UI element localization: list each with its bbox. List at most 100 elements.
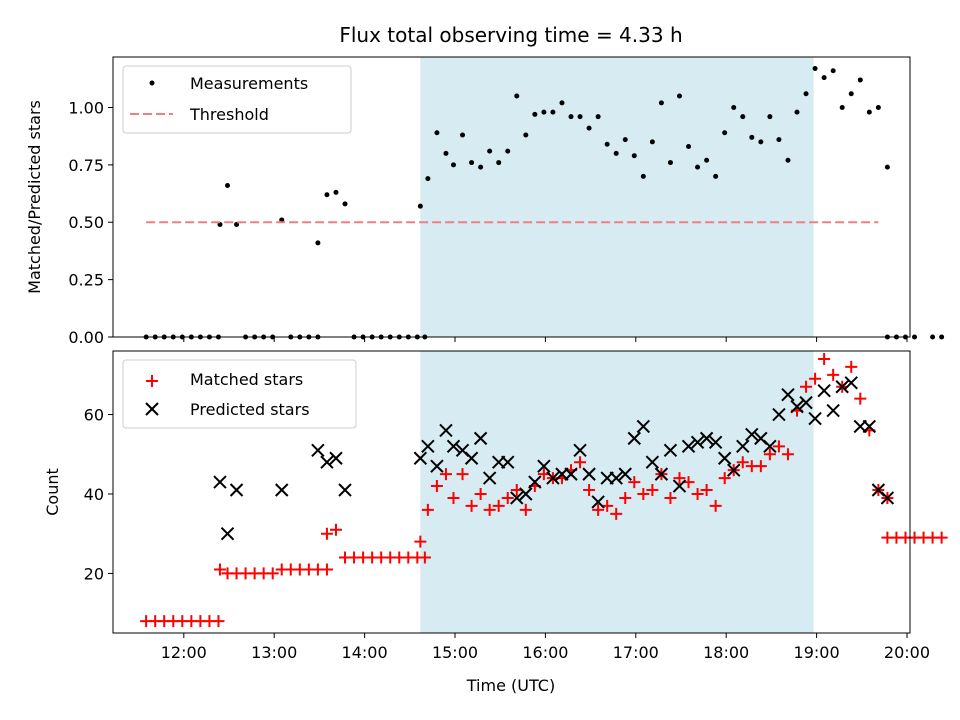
predicted-star-point [636,419,651,434]
measurement-point [649,139,655,145]
measurement-point [505,148,511,154]
predicted-star-point [275,483,289,497]
predicted-star-point [672,479,687,493]
predicted-star-point [699,431,714,446]
chart-title: Flux total observing time = 4.33 h [339,23,682,47]
measurement-point [460,132,466,138]
bottom-y-tick-label: 60 [84,406,104,425]
matched-star-point [800,380,813,393]
x-tick-label: 17:00 [613,643,659,662]
measurement-point [767,114,773,120]
matched-star-point [628,476,641,489]
measurement-point [279,217,285,223]
predicted-star-point [213,475,227,489]
legend-matched-marker [146,375,158,387]
bottom-y-axis-label: Count [43,468,62,516]
predicted-star-point [745,427,759,442]
predicted-star-point [501,455,515,469]
matched-star-point [610,507,623,520]
predicted-star-point [430,459,444,473]
matched-star-point [637,487,650,500]
predicted-star-point [609,471,623,485]
bottom-y-tick-label: 20 [84,564,104,583]
measurement-point [523,132,529,138]
predicted-star-point [835,380,849,394]
legend-measurements-label: Measurements [190,74,308,93]
predicted-star-point [482,471,497,485]
predicted-star-point [618,467,632,481]
predicted-star-point [844,376,858,390]
matched-star-point [583,484,596,497]
measurement-point [595,114,601,120]
measurement-point [434,130,440,136]
matched-star-point [519,503,532,516]
top-y-axis-label: Matched/Predicted stars [25,100,44,294]
measurement-point [622,137,628,143]
measurement-point [478,164,484,170]
top-y-ticks: 0.00 0.25 0.50 0.75 1.00 [68,98,113,347]
predicted-star-point [808,411,822,426]
bottom-y-ticks: 20 40 60 [84,406,113,583]
predicted-star-point [781,387,795,402]
measurement-point [695,164,701,170]
measurement-point [631,153,637,159]
matched-star-point [736,456,749,469]
matched-star-point [691,487,704,500]
matched-star-point [320,563,333,576]
x-tick-label: 19:00 [794,643,840,662]
predicted-star-point [862,419,877,434]
measurement-point [496,160,502,166]
measurement-point [839,104,845,110]
predicted-star-point [717,451,732,465]
x-tick-label: 18:00 [703,643,749,662]
x-tick-labels: 12:00 13:00 14:00 15:00 16:00 17:00 18:00 19:00… [161,643,930,662]
measurement-point [866,109,872,115]
top-y-tick-label: 0.25 [68,271,104,290]
predicted-star-point [473,431,488,446]
matched-star-point [772,440,785,453]
matched-star-point [700,484,713,497]
matched-star-point [439,468,452,481]
matched-star-point [781,448,794,461]
predicted-star-point [329,451,343,465]
measurement-point [333,189,339,195]
measurement-point [722,130,728,136]
matched-star-point [763,448,776,461]
bottom-series [140,352,948,628]
predicted-star-point [446,439,461,454]
legend-matched-label: Matched stars [190,370,303,389]
predicted-star-point [421,439,435,454]
matched-star-point [320,527,333,540]
predicted-star-point [528,475,542,489]
measurement-point [324,192,330,198]
x-tick-label: 15:00 [432,643,478,662]
measurement-point [686,144,692,150]
predicted-star-point [799,395,813,410]
measurement-point [559,100,565,106]
matched-star-point [854,392,867,405]
predicted-star-point [439,423,453,438]
legend-threshold-label: Threshold [189,105,269,124]
predicted-star-point [627,431,641,446]
predicted-star-point [736,439,750,454]
predicted-star-point [510,491,524,505]
measurement-point [912,334,918,340]
measurement-point [821,75,827,81]
matched-star-point [574,456,587,469]
measurement-point [884,164,890,170]
top-shaded-span [420,57,814,337]
measurement-point [604,141,610,147]
bottom-panel: 20 40 60 Count Matched stars Predicted sta… [43,350,948,695]
measurement-point [785,157,791,163]
top-y-tick-label: 0.00 [68,328,104,347]
x-axis-label: Time (UTC) [466,676,555,695]
bottom-x-ticks [183,633,908,638]
predicted-star-point [591,495,605,509]
measurement-point [217,222,223,228]
predicted-star-point [654,467,669,481]
predicted-star-point [727,463,741,477]
predicted-star-point [320,455,334,469]
predicted-star-point [573,443,587,458]
measurement-point [749,134,755,140]
